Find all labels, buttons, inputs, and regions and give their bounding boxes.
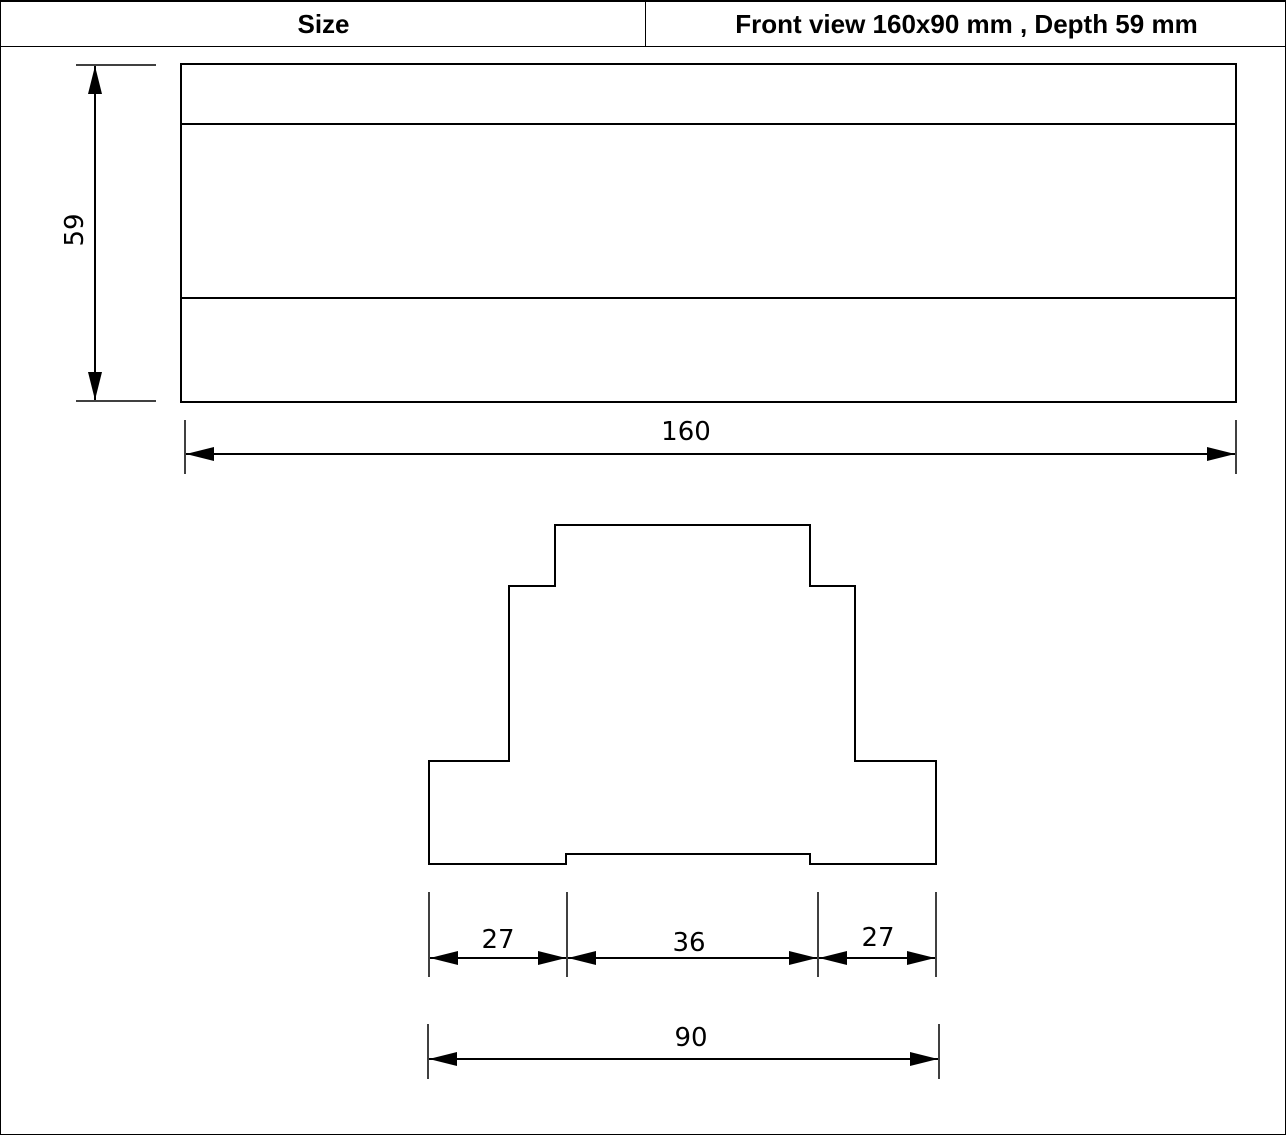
size-value: Front view 160x90 mm , Depth 59 mm (735, 9, 1198, 39)
front-view: 27 36 27 90 (427, 524, 940, 1079)
header-divider (645, 2, 646, 47)
segment-right-label: 27 (861, 923, 894, 953)
header-bottom-rule (1, 46, 1286, 47)
spec-header-row: Size Front view 160x90 mm , Depth 59 mm (1, 2, 1286, 47)
front-view-profile (428, 524, 937, 865)
width-dimension-label: 160 (661, 417, 711, 447)
segment-left-label: 27 (481, 925, 514, 955)
height-dimension-label: 59 (60, 213, 90, 246)
segment-middle-label: 36 (672, 928, 705, 958)
size-label: Size (297, 9, 350, 39)
top-view-outline (180, 63, 1237, 403)
top-view: 59 160 (60, 63, 1237, 474)
overall-width-label: 90 (674, 1023, 707, 1053)
